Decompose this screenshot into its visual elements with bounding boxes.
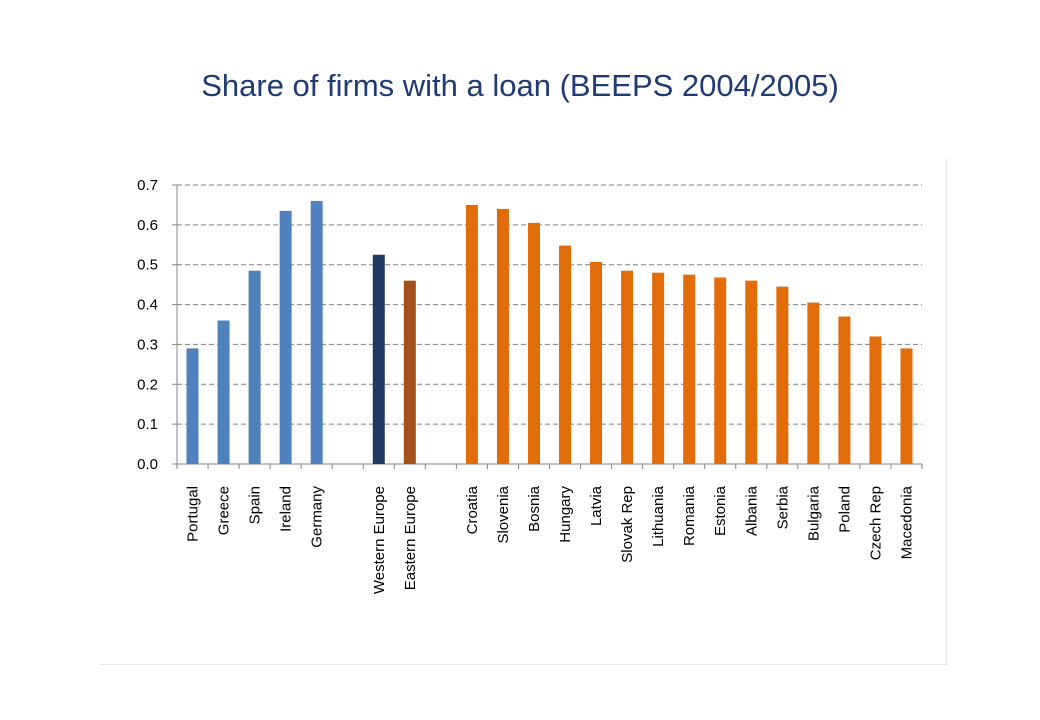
bar	[900, 348, 913, 464]
x-tick-label: Ireland	[278, 486, 295, 532]
x-tick-label: Slovak Rep	[619, 486, 636, 563]
bar	[776, 286, 789, 464]
bar	[403, 280, 416, 464]
bar	[838, 316, 851, 464]
x-tick-label: Serbia	[774, 485, 791, 529]
chart-area: 0.0 0.1 0.2 0.3 0.4 0.5 0.6 0.7 Portugal Greece Sp…	[100, 158, 947, 665]
page-title: Share of firms with a loan (BEEPS 2004/2…	[201, 68, 839, 103]
x-tick-label: Poland	[836, 486, 853, 533]
x-tick-label: Bulgaria	[805, 485, 822, 541]
bar	[279, 210, 292, 464]
bar	[217, 320, 230, 464]
x-tick-label: Latvia	[588, 485, 605, 526]
y-tick-label: 0.1	[137, 416, 158, 433]
bar	[186, 348, 199, 464]
bar	[465, 204, 478, 464]
x-tick-label: Spain	[247, 486, 264, 524]
y-tick-label: 0.5	[137, 257, 158, 274]
bar	[745, 280, 758, 464]
x-tick-label: Estonia	[712, 485, 729, 536]
y-tick-label: 0.0	[137, 456, 158, 473]
x-tick-label: Eastern Europe	[402, 486, 419, 590]
bar	[496, 208, 509, 464]
x-tick-label: Slovenia	[495, 485, 512, 543]
bar	[683, 274, 696, 464]
bar	[869, 336, 882, 464]
x-tick-label: Romania	[681, 485, 698, 546]
bar	[527, 222, 540, 464]
bar	[248, 270, 261, 464]
x-tick-label: Croatia	[464, 485, 481, 534]
x-tick-label: Bosnia	[526, 485, 543, 532]
y-tick-label: 0.6	[137, 217, 158, 234]
x-tick-label: Hungary	[557, 486, 574, 543]
y-tick-label: 0.4	[137, 297, 158, 314]
x-tick-label: Portugal	[185, 486, 202, 542]
x-tick-label: Macedonia	[898, 485, 915, 559]
bar	[714, 277, 727, 464]
y-tick-label: 0.2	[137, 376, 158, 393]
y-tick-label: 0.3	[137, 336, 158, 353]
bar	[621, 270, 634, 464]
bar	[310, 200, 323, 464]
y-tick-label: 0.7	[137, 177, 158, 194]
bar	[807, 302, 820, 464]
bar	[652, 272, 665, 464]
x-tick-label: Lithuania	[650, 485, 667, 547]
x-tick-label: Czech Rep	[867, 486, 884, 560]
bar	[559, 245, 572, 464]
x-tick-label: Greece	[216, 486, 233, 535]
bar	[372, 254, 385, 464]
x-tick-label: Germany	[309, 486, 326, 548]
x-tick-label: Western Europe	[371, 486, 388, 594]
bar-chart: 0.0 0.1 0.2 0.3 0.4 0.5 0.6 0.7 Portugal Greece Sp…	[137, 177, 923, 594]
x-tick-label: Albania	[743, 485, 760, 536]
bar	[590, 261, 603, 464]
